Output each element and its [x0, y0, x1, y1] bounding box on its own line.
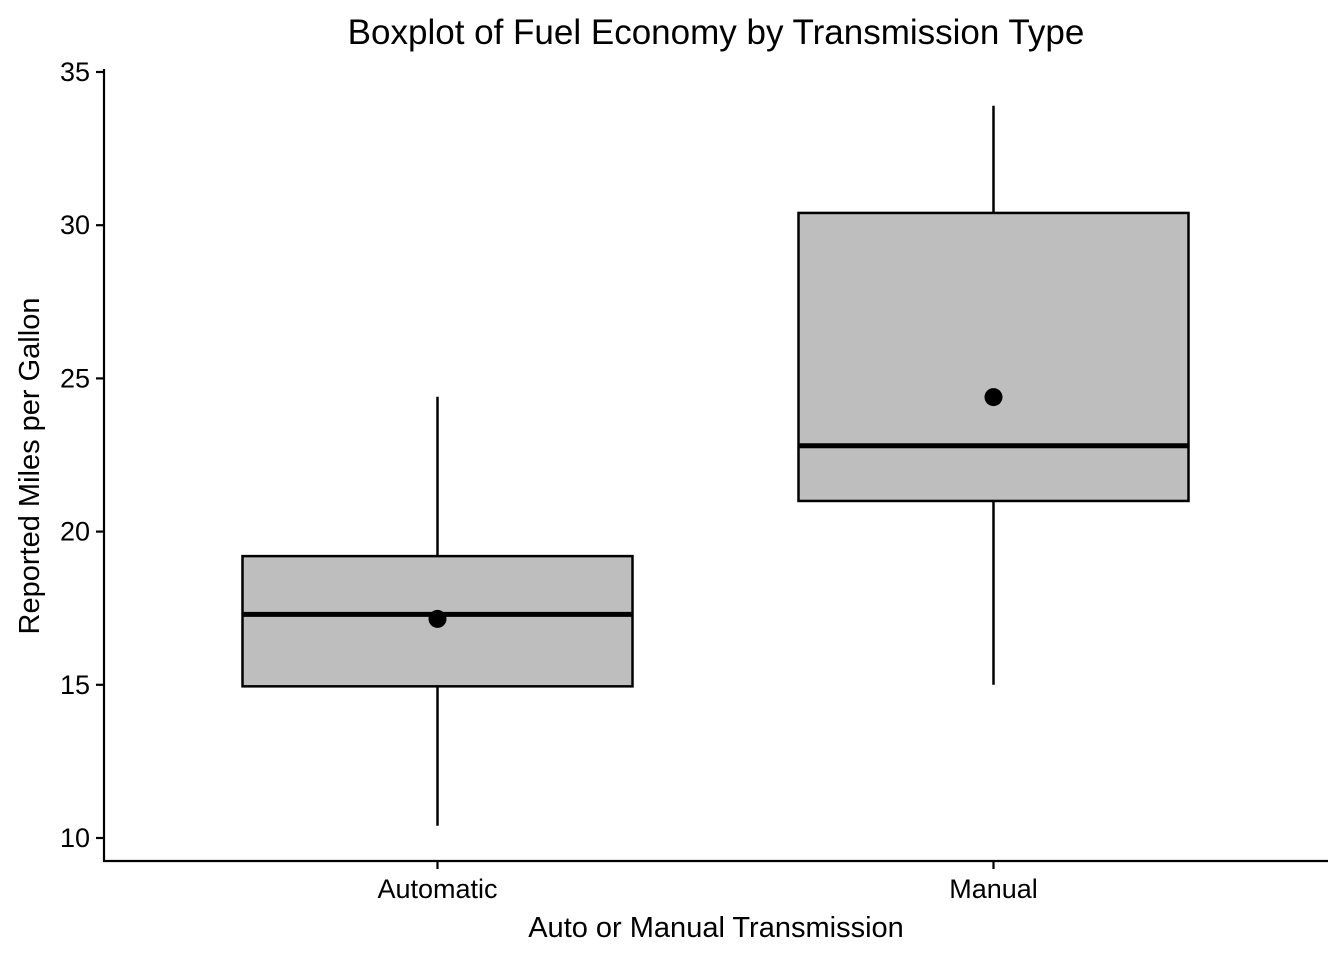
x-axis-title: Auto or Manual Transmission	[528, 912, 904, 944]
box-group-automatic	[241, 396, 634, 826]
y-axis-ticks: 10 15 20 25 30 35	[60, 57, 104, 853]
y-tick-label: 10	[60, 823, 90, 853]
box-group-manual	[797, 105, 1190, 685]
x-tick-label: Automatic	[377, 874, 497, 904]
x-axis-ticks: Automatic Manual	[377, 861, 1038, 904]
plot-area	[241, 105, 1190, 826]
mean-point	[984, 388, 1003, 407]
box-iqr	[797, 211, 1190, 503]
mean-point	[428, 609, 447, 628]
y-tick-label: 20	[60, 517, 90, 547]
y-tick-label: 25	[60, 363, 90, 393]
y-tick-label: 35	[60, 57, 90, 87]
chart-title: Boxplot of Fuel Economy by Transmission …	[348, 13, 1085, 52]
y-tick-label: 15	[60, 670, 90, 700]
y-tick-label: 30	[60, 210, 90, 240]
y-axis-title: Reported Miles per Gallon	[14, 298, 46, 635]
x-tick-label: Manual	[949, 874, 1038, 904]
